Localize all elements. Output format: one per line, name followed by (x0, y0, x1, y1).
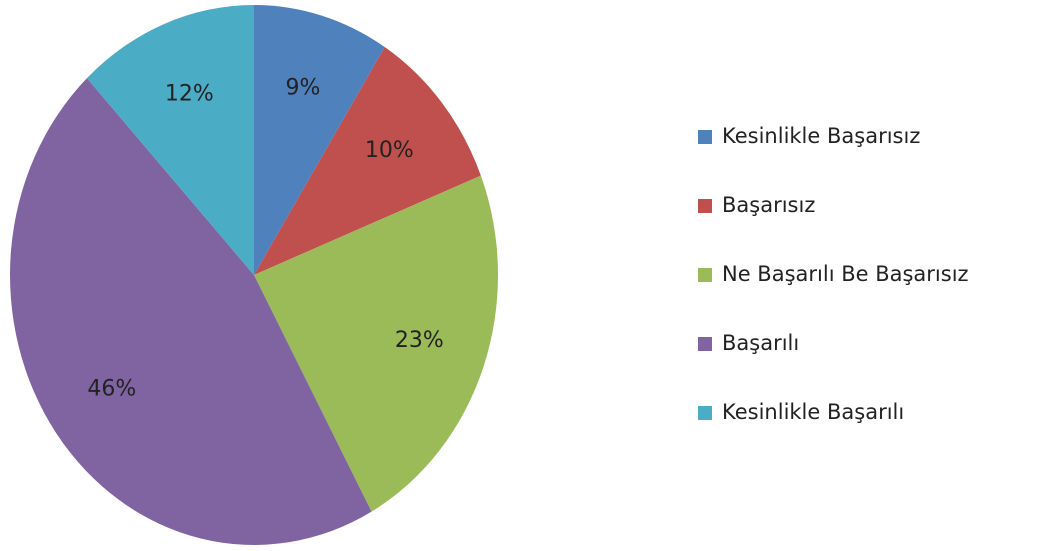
pie-slice (254, 47, 481, 275)
slice-label: 10% (365, 138, 414, 163)
legend-swatch (698, 406, 712, 420)
legend-swatch (698, 130, 712, 144)
legend-swatch (698, 268, 712, 282)
legend-swatch (698, 337, 712, 351)
legend-label: Başarısız (722, 193, 815, 217)
pie-slice (254, 175, 498, 512)
slice-label: 23% (395, 328, 444, 353)
legend-swatch (698, 199, 712, 213)
slice-label: 12% (165, 81, 214, 106)
slice-label: 46% (87, 376, 136, 401)
pie-slice (254, 5, 385, 275)
pie-slice (10, 78, 372, 546)
legend-label: Kesinlikle Başarılı (722, 400, 904, 424)
pie-slice (86, 5, 254, 275)
legend-label: Ne Başarılı Be Başarısız (722, 262, 969, 286)
slice-label: 9% (286, 75, 321, 100)
legend-label: Kesinlikle Başarısız (722, 124, 920, 148)
legend-label: Başarılı (722, 331, 799, 355)
